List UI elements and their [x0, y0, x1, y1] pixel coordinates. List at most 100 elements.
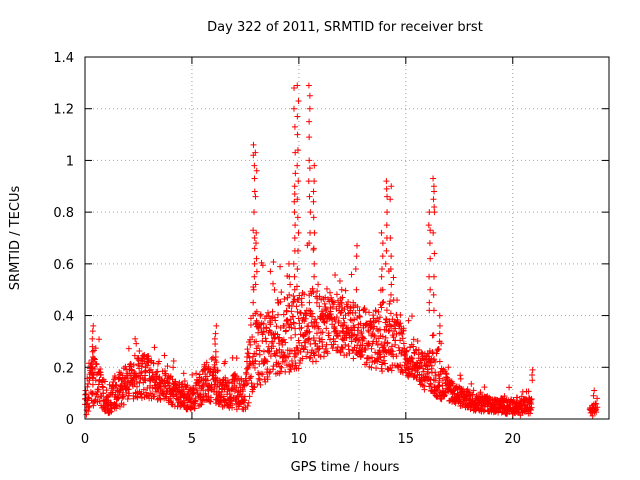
data-point — [360, 335, 367, 342]
data-point — [347, 303, 354, 310]
data-point — [427, 359, 434, 366]
data-point — [397, 320, 404, 327]
data-point — [384, 339, 391, 346]
data-point — [253, 268, 260, 275]
data-point — [379, 286, 386, 293]
data-point — [180, 401, 187, 408]
data-point — [226, 379, 233, 386]
data-point — [383, 185, 390, 192]
data-point — [251, 209, 258, 216]
data-point — [200, 387, 207, 394]
data-point — [403, 369, 410, 376]
data-point — [114, 402, 121, 409]
data-point — [252, 193, 259, 200]
data-point — [253, 338, 260, 345]
data-point — [212, 341, 219, 348]
data-point — [85, 404, 92, 411]
data-point — [342, 341, 349, 348]
data-point — [206, 397, 213, 404]
data-point — [306, 299, 313, 306]
data-point — [410, 359, 417, 366]
data-point — [420, 365, 427, 372]
data-point — [307, 354, 314, 361]
data-point — [276, 334, 283, 341]
data-point — [323, 325, 330, 332]
data-point — [319, 329, 326, 336]
data-point — [294, 131, 301, 138]
data-point — [248, 380, 255, 387]
data-point — [136, 347, 143, 354]
data-point — [332, 338, 339, 345]
data-point — [89, 335, 96, 342]
data-point — [306, 240, 313, 247]
data-point — [161, 383, 168, 390]
data-point — [187, 395, 194, 402]
data-point — [93, 391, 100, 398]
data-point — [162, 370, 169, 377]
data-point — [253, 167, 260, 174]
data-point — [212, 330, 219, 337]
data-point — [421, 386, 428, 393]
data-point — [346, 350, 353, 357]
data-point — [288, 334, 295, 341]
data-point — [277, 298, 284, 305]
data-point — [212, 348, 219, 355]
data-point — [267, 353, 274, 360]
data-point — [303, 312, 310, 319]
data-point — [164, 363, 171, 370]
data-point — [259, 331, 266, 338]
data-point — [90, 372, 97, 379]
data-point — [374, 342, 381, 349]
data-point — [288, 358, 295, 365]
data-point — [436, 382, 443, 389]
data-point — [306, 134, 313, 141]
data-point — [379, 368, 386, 375]
data-point — [352, 309, 359, 316]
data-point — [409, 313, 416, 320]
data-point — [86, 403, 93, 410]
data-point — [99, 383, 106, 390]
data-point — [345, 343, 352, 350]
data-point — [409, 355, 416, 362]
data-point — [320, 316, 327, 323]
data-point — [258, 325, 265, 332]
data-point — [371, 333, 378, 340]
data-point — [256, 351, 263, 358]
data-point — [180, 370, 187, 377]
data-point — [198, 401, 205, 408]
data-point — [306, 335, 313, 342]
data-point — [267, 368, 274, 375]
data-point — [255, 329, 262, 336]
data-point — [84, 395, 91, 402]
data-point — [427, 255, 434, 262]
data-point — [278, 364, 285, 371]
data-point — [245, 350, 252, 357]
data-point — [499, 408, 506, 415]
data-point — [419, 382, 426, 389]
data-point — [89, 353, 96, 360]
data-point — [410, 343, 417, 350]
data-point — [96, 398, 103, 405]
data-point — [131, 352, 138, 359]
data-point — [89, 364, 96, 371]
data-point — [150, 393, 157, 400]
data-point — [407, 370, 414, 377]
data-point — [435, 346, 442, 353]
data-point — [373, 365, 380, 372]
data-point — [246, 393, 253, 400]
data-point — [329, 345, 336, 352]
y-tick-label: 0.4 — [53, 310, 74, 325]
data-point — [188, 396, 195, 403]
data-point — [275, 335, 282, 342]
data-point — [255, 342, 262, 349]
data-point — [197, 401, 204, 408]
data-point — [283, 327, 290, 334]
data-point — [427, 286, 434, 293]
data-point — [167, 373, 174, 380]
data-point — [297, 348, 304, 355]
data-point — [256, 376, 263, 383]
y-tick-labels: 0 0.2 0.4 0.6 0.8 1 1.2 1.4 — [53, 51, 74, 428]
data-point — [375, 318, 382, 325]
data-point — [257, 311, 264, 318]
y-tick-label: 0.8 — [53, 206, 74, 221]
